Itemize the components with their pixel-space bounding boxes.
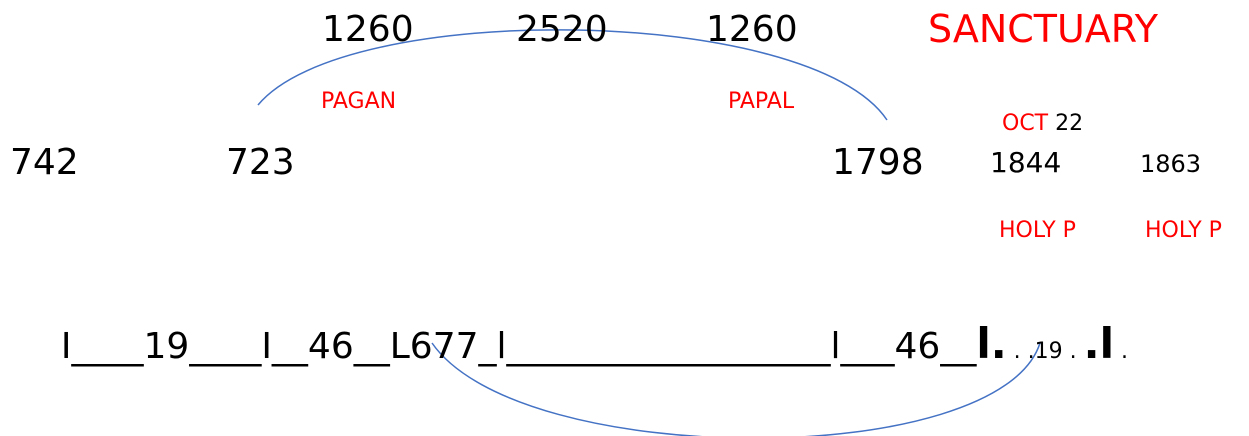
oct-month: OCT (1002, 111, 1049, 136)
timeline: I____19____I__46__L677_l________________… (38, 287, 1128, 365)
timeline-mid: . .19 . (1006, 339, 1084, 364)
oct-day: 22 (1055, 111, 1084, 136)
holy-p-label-1: HOLY P (999, 218, 1076, 243)
oct-22-label: OCT 22 (988, 91, 1083, 135)
pagan-label: PAGAN (321, 89, 397, 114)
timeline-segment-1: I____19____I__46__L677_l (60, 326, 507, 367)
holy-p-label-2: HOLY P (1145, 218, 1222, 243)
year-1844: 1844 (990, 146, 1062, 179)
period-number-1: 1260 (322, 9, 414, 50)
lower-arc (431, 342, 1041, 436)
year-1798: 1798 (832, 142, 924, 183)
timeline-segment-2: __________________l___46__ (506, 326, 977, 367)
timeline-big-l-2: .l (1083, 319, 1114, 368)
timeline-big-l-1: l. (976, 319, 1007, 368)
year-723: 723 (226, 142, 295, 183)
sanctuary-title: SANCTUARY (928, 7, 1158, 51)
year-1863: 1863 (1140, 150, 1202, 178)
period-number-2: 2520 (516, 9, 608, 50)
year-742: 742 (10, 142, 79, 183)
papal-label: PAPAL (728, 89, 795, 114)
timeline-end: . (1114, 339, 1128, 364)
upper-arc (257, 29, 888, 121)
period-number-3: 1260 (706, 9, 798, 50)
